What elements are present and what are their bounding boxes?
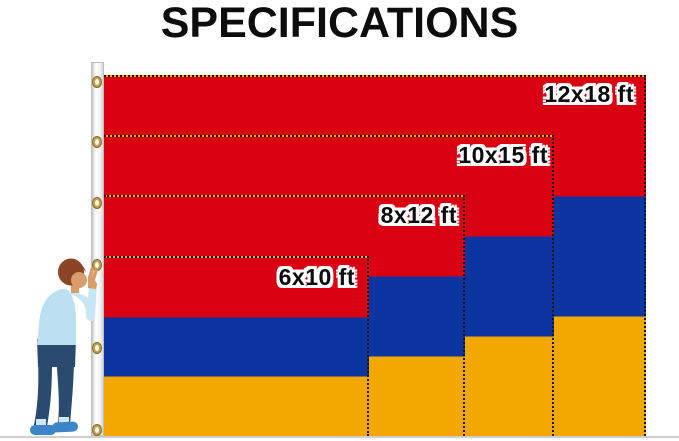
page-title: SPECIFICATIONS (160, 0, 519, 47)
grommet-icon (93, 343, 101, 353)
flagpole (91, 62, 104, 436)
grommet-icon (93, 260, 101, 270)
bottom-border-line (0, 436, 679, 438)
person-illustration (30, 258, 98, 435)
grommet-icon (93, 77, 101, 87)
size-label-6x10: 6x10 ft (278, 264, 355, 290)
size-label-12x18: 12x18 ft (544, 81, 634, 107)
size-label-10x15: 10x15 ft (458, 142, 548, 168)
size-label-8x12: 8x12 ft (380, 202, 457, 228)
grommet-icon (93, 137, 101, 147)
flag-6x10: 6x10 ft (104, 256, 369, 436)
grommet-icon (93, 198, 101, 208)
grommet-icon (93, 425, 101, 435)
